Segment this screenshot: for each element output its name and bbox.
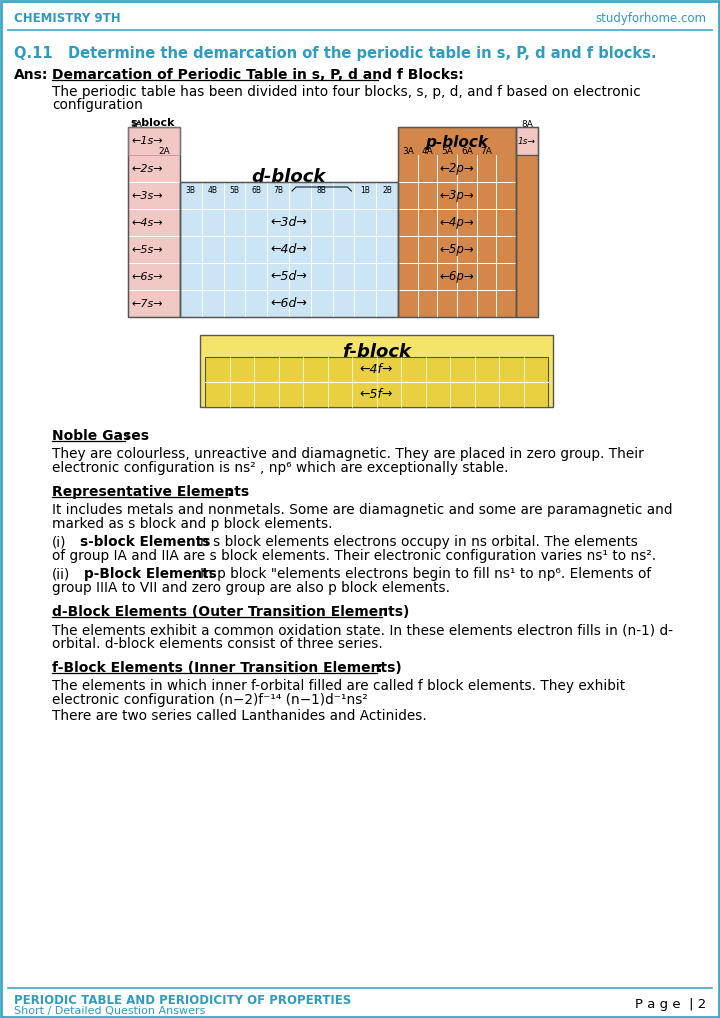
- Text: studyforhome.com: studyforhome.com: [595, 11, 706, 24]
- Text: of group IA and IIA are s block elements. Their electronic configuration varies : of group IA and IIA are s block elements…: [52, 549, 656, 563]
- Text: p-Block Elements: p-Block Elements: [84, 567, 217, 581]
- Text: ←4s→: ←4s→: [132, 218, 163, 227]
- Text: 1A: 1A: [131, 120, 143, 129]
- Text: s-block: s-block: [130, 118, 174, 128]
- Text: Short / Detailed Question Answers: Short / Detailed Question Answers: [14, 1006, 205, 1016]
- Text: 2A: 2A: [158, 147, 170, 156]
- Text: 6A: 6A: [461, 147, 473, 156]
- Text: 3B: 3B: [186, 186, 196, 195]
- Text: The elements in which inner f-orbital filled are called f block elements. They e: The elements in which inner f-orbital fi…: [52, 679, 625, 693]
- Text: The periodic table has been divided into four blocks, s, p, d, and f based on el: The periodic table has been divided into…: [52, 84, 641, 99]
- Text: Ans:: Ans:: [14, 68, 48, 82]
- Text: 4B: 4B: [207, 186, 217, 195]
- Text: :: :: [377, 661, 382, 675]
- Text: s-block Elements: s-block Elements: [80, 535, 210, 549]
- Text: 1B: 1B: [361, 186, 370, 195]
- Text: 6B: 6B: [251, 186, 261, 195]
- Text: group IIIA to VII and zero group are also p block elements.: group IIIA to VII and zero group are als…: [52, 581, 450, 595]
- Text: ←6p→: ←6p→: [440, 270, 474, 283]
- Text: ←4f→: ←4f→: [360, 363, 393, 376]
- Text: p-block: p-block: [426, 135, 488, 150]
- Text: :: :: [382, 605, 387, 619]
- Text: ←3s→: ←3s→: [132, 190, 163, 201]
- Text: 5A: 5A: [441, 147, 453, 156]
- Text: d-Block Elements (Outer Transition Elements): d-Block Elements (Outer Transition Eleme…: [52, 605, 410, 619]
- Text: :: :: [125, 429, 130, 443]
- Text: ←5p→: ←5p→: [440, 243, 474, 256]
- Text: f-block: f-block: [342, 343, 411, 361]
- Text: orbital. d-block elements consist of three series.: orbital. d-block elements consist of thr…: [52, 637, 383, 651]
- Text: The elements exhibit a common oxidation state. In these elements electron fills : The elements exhibit a common oxidation …: [52, 623, 673, 637]
- Bar: [516, 127, 538, 155]
- Text: ←5f→: ←5f→: [360, 388, 393, 401]
- Bar: [516, 127, 538, 155]
- Bar: [180, 182, 398, 317]
- Text: ←5d→: ←5d→: [271, 270, 307, 283]
- Text: ←3d→: ←3d→: [271, 216, 307, 229]
- Text: Demarcation of Periodic Table in s, P, d and f Blocks:: Demarcation of Periodic Table in s, P, d…: [52, 68, 464, 82]
- Text: (ii): (ii): [52, 567, 71, 581]
- Text: electronic configuration (n−2)f⁻¹⁴ (n−1)d⁻¹ns²: electronic configuration (n−2)f⁻¹⁴ (n−1)…: [52, 693, 368, 706]
- Text: Q.11   Determine the demarcation of the periodic table in s, P, d and f blocks.: Q.11 Determine the demarcation of the pe…: [14, 46, 657, 61]
- Text: 7B: 7B: [273, 186, 283, 195]
- Text: It includes metals and nonmetals. Some are diamagnetic and some are paramagnetic: It includes metals and nonmetals. Some a…: [52, 503, 672, 517]
- Text: : In s block elements electrons occupy in ns orbital. The elements: : In s block elements electrons occupy i…: [187, 535, 638, 549]
- Text: : In p block "elements electrons begin to fill ns¹ to np⁶. Elements of: : In p block "elements electrons begin t…: [191, 567, 651, 581]
- Text: f-Block Elements (Inner Transition Elements): f-Block Elements (Inner Transition Eleme…: [52, 661, 402, 675]
- Text: ←2p→: ←2p→: [440, 162, 474, 175]
- Bar: [398, 127, 516, 317]
- Text: marked as s block and p block elements.: marked as s block and p block elements.: [52, 517, 333, 531]
- Text: 1s→: 1s→: [518, 136, 536, 146]
- Text: 5B: 5B: [230, 186, 240, 195]
- Text: 2B: 2B: [382, 186, 392, 195]
- Text: Noble Gases: Noble Gases: [52, 429, 149, 443]
- Bar: [180, 182, 398, 317]
- Text: 8A: 8A: [521, 120, 533, 129]
- Bar: [128, 127, 180, 317]
- Text: P a g e  | 2: P a g e | 2: [635, 998, 706, 1011]
- Bar: [128, 127, 180, 317]
- Text: CHEMISTRY 9TH: CHEMISTRY 9TH: [14, 11, 121, 24]
- Text: 4A: 4A: [422, 147, 433, 156]
- Text: ←6s→: ←6s→: [132, 272, 163, 282]
- Text: They are colourless, unreactive and diamagnetic. They are placed in zero group. : They are colourless, unreactive and diam…: [52, 447, 644, 461]
- Text: ←4d→: ←4d→: [271, 243, 307, 256]
- Bar: [516, 127, 538, 317]
- Text: (i): (i): [52, 535, 66, 549]
- Text: ←2s→: ←2s→: [132, 164, 163, 173]
- Bar: [200, 335, 553, 407]
- Text: There are two series called Lanthanides and Actinides.: There are two series called Lanthanides …: [52, 709, 427, 723]
- Text: ←7s→: ←7s→: [132, 298, 163, 308]
- Text: ←1s→: ←1s→: [132, 135, 163, 146]
- Bar: [516, 155, 538, 317]
- Text: ←6d→: ←6d→: [271, 297, 307, 310]
- Bar: [128, 127, 180, 155]
- Text: d-block: d-block: [252, 168, 326, 186]
- Text: 7A: 7A: [480, 147, 492, 156]
- Bar: [398, 127, 516, 317]
- Text: ←3p→: ←3p→: [440, 189, 474, 202]
- Text: configuration: configuration: [52, 98, 143, 112]
- Text: ←5s→: ←5s→: [132, 244, 163, 254]
- Bar: [205, 357, 548, 407]
- Text: PERIODIC TABLE AND PERIODICITY OF PROPERTIES: PERIODIC TABLE AND PERIODICITY OF PROPER…: [14, 994, 351, 1007]
- Text: 3A: 3A: [402, 147, 414, 156]
- Text: Representative Elements: Representative Elements: [52, 485, 249, 499]
- Text: :: :: [227, 485, 233, 499]
- Text: ←4p→: ←4p→: [440, 216, 474, 229]
- Text: electronic configuration is ns² , np⁶ which are exceptionally stable.: electronic configuration is ns² , np⁶ wh…: [52, 461, 508, 475]
- Text: 8B: 8B: [317, 186, 327, 195]
